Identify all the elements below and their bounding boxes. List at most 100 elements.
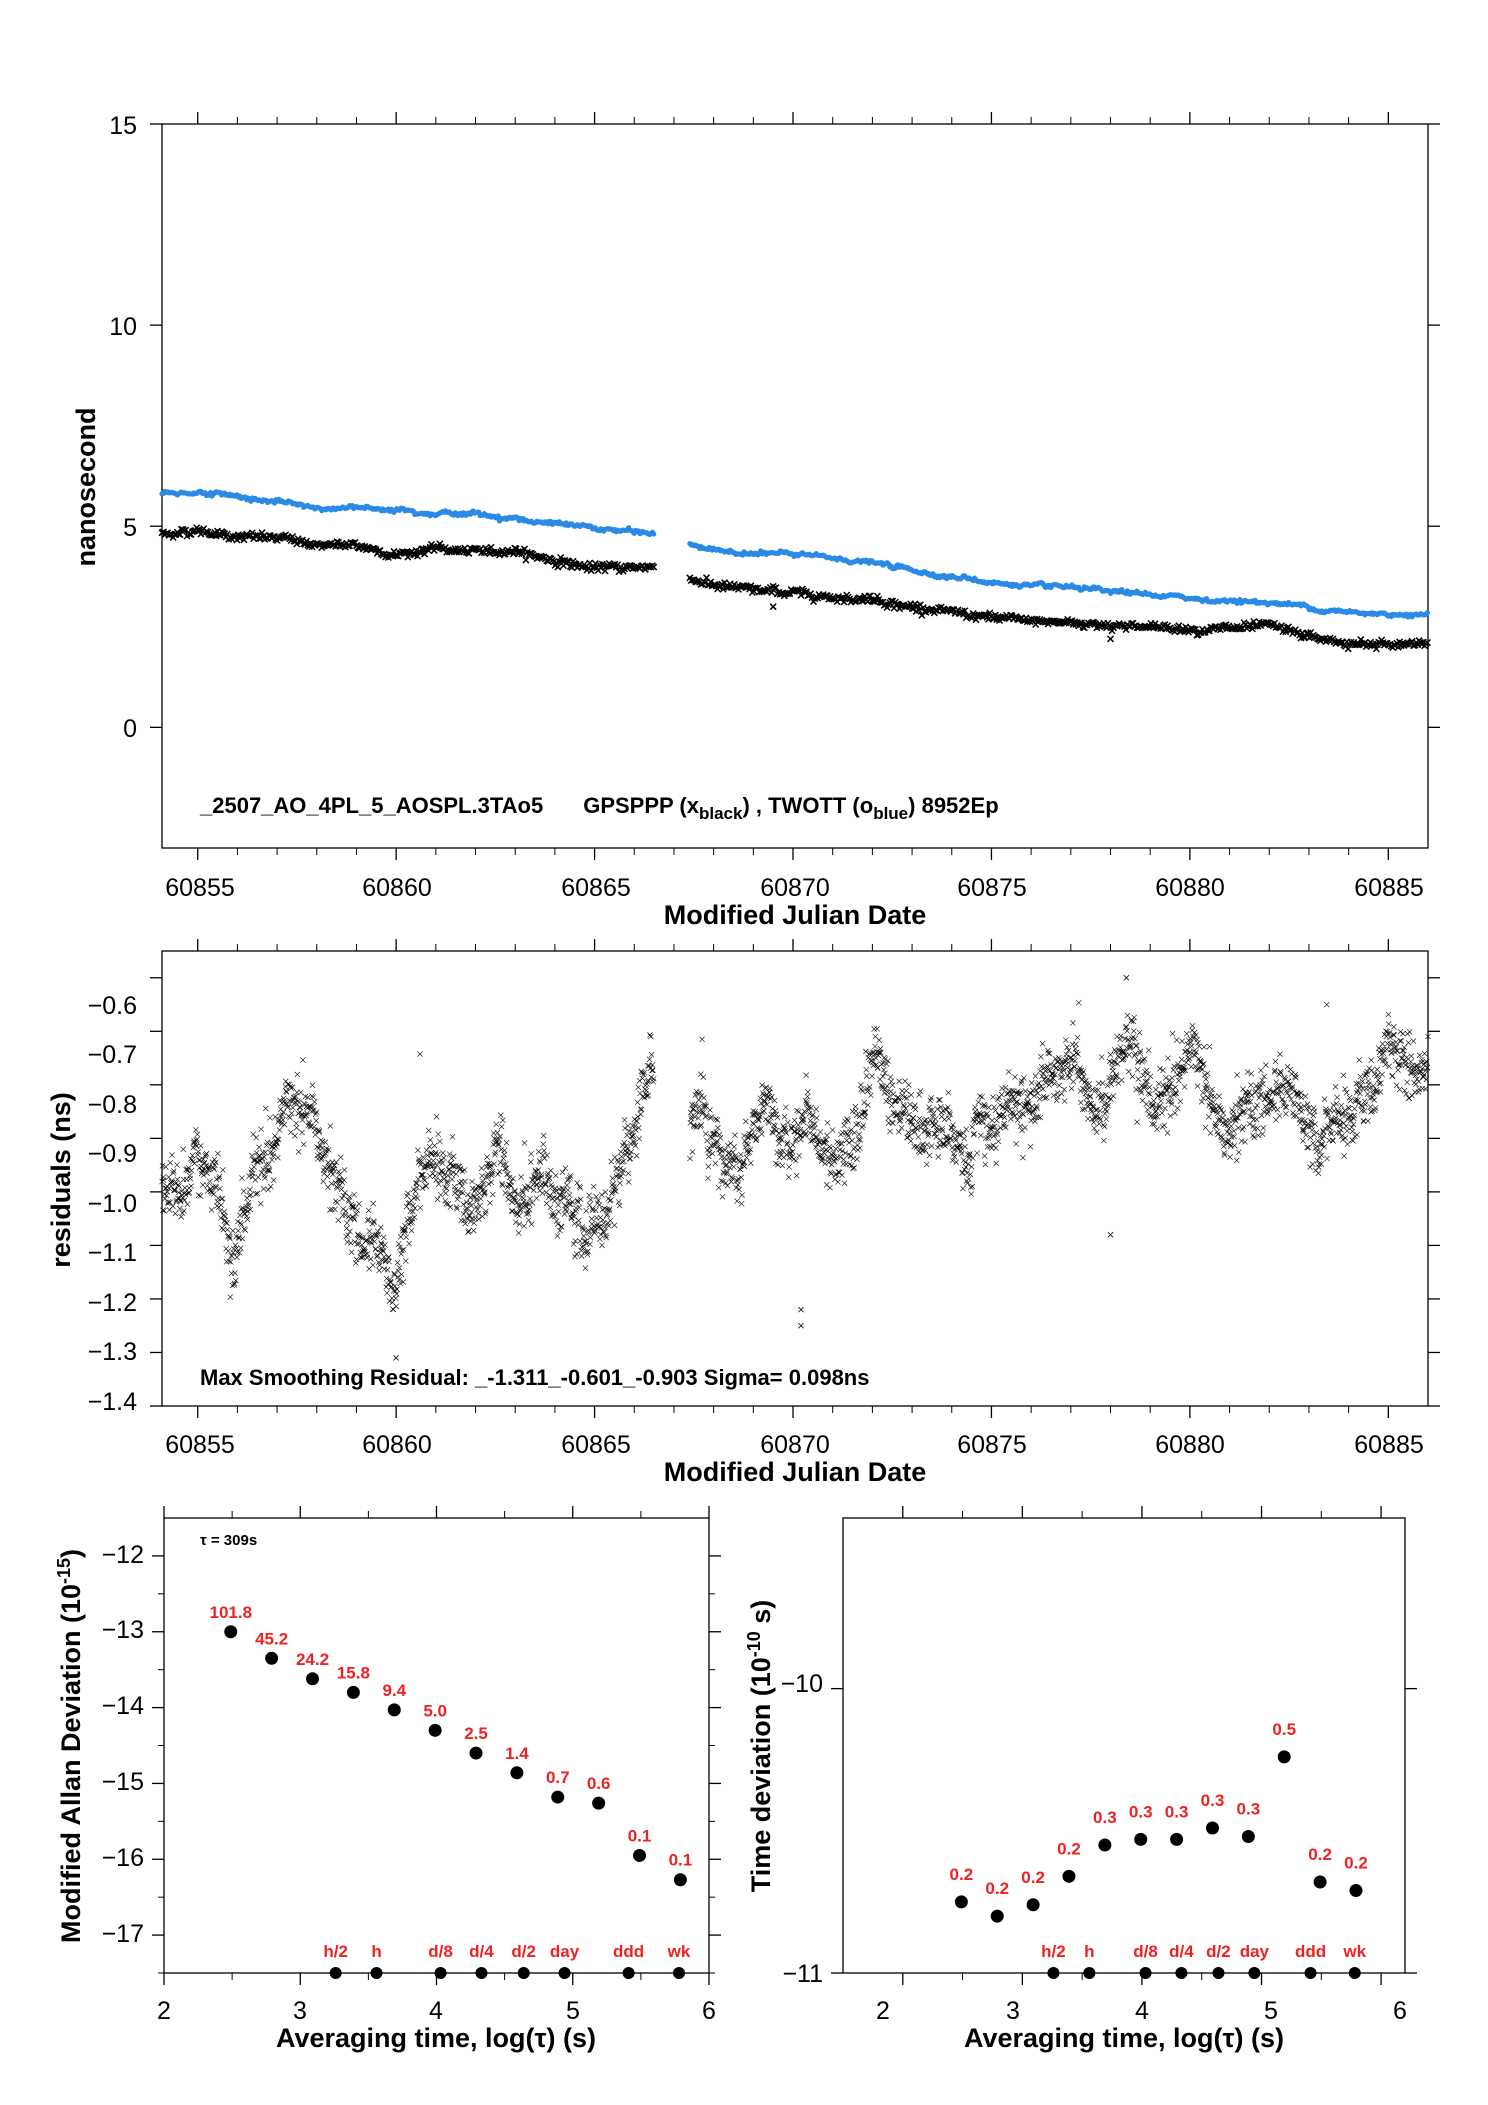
p2-point [650, 1067, 656, 1074]
p2-point [342, 1208, 349, 1214]
p2-point [637, 1111, 644, 1118]
p2-point [465, 1191, 471, 1198]
p2-point [932, 1116, 939, 1122]
p2-point [469, 1178, 475, 1185]
p3-ytick-12: −12 [102, 1541, 144, 1569]
p2-point [617, 1149, 624, 1155]
p2-point [783, 1104, 789, 1111]
p4-y-axis-label-end: s) [746, 1600, 776, 1632]
p2-point [1308, 1118, 1314, 1125]
p2-point [616, 1202, 623, 1209]
p2-point [377, 1224, 384, 1231]
p2-point [884, 1089, 891, 1096]
p2-point [1323, 1001, 1330, 1008]
p2-point [646, 1056, 653, 1063]
p2-point [265, 1161, 272, 1168]
p1-y-axis-label: nanosecond [71, 407, 101, 566]
p2-point [1037, 1114, 1044, 1121]
p2-point [1131, 1014, 1137, 1021]
p3-point [592, 1796, 606, 1810]
p2-point [510, 1175, 516, 1182]
p2-point [1146, 1084, 1153, 1091]
p2-point [384, 1267, 391, 1273]
p1-xtick-60865: 60865 [561, 874, 631, 902]
p1-point-black [797, 591, 805, 599]
p2-point [979, 1094, 985, 1100]
p2-point [910, 1115, 917, 1121]
p2-point [495, 1171, 501, 1177]
p2-point [178, 1213, 184, 1220]
p2-point [767, 1095, 774, 1102]
p2-point [456, 1179, 463, 1186]
p3-tickmarks [152, 1506, 721, 1985]
p2-point [736, 1186, 742, 1193]
p1-point-black [487, 543, 495, 551]
p2-point [500, 1117, 506, 1124]
p2-point [705, 1163, 712, 1170]
p2-point [525, 1217, 532, 1223]
p2-point [743, 1140, 750, 1147]
p2-point [518, 1174, 525, 1180]
p4-point [1134, 1832, 1148, 1846]
p2-point [272, 1114, 279, 1120]
p2-point [265, 1186, 272, 1193]
p2-point [1162, 1105, 1168, 1112]
p2-point [1070, 1020, 1076, 1026]
p2-point [960, 1185, 966, 1192]
p3-marker-label: h [371, 1942, 381, 1961]
p2-point [598, 1192, 605, 1198]
p2-point [1096, 1114, 1103, 1121]
p2-point [1169, 1075, 1175, 1081]
p2-point [244, 1216, 251, 1223]
p2-point [296, 1104, 303, 1110]
p1-point-black [289, 532, 297, 541]
p2-point [647, 1032, 653, 1038]
p2-point [1061, 1098, 1068, 1105]
p2-point [591, 1230, 598, 1236]
p3-tau-note: τ = 309s [200, 1532, 257, 1549]
p2-point [527, 1159, 534, 1165]
p2-point [886, 1097, 893, 1104]
p2-point [861, 1099, 867, 1106]
p2-point [1186, 1055, 1193, 1062]
p2-point [1022, 1088, 1029, 1094]
p2-point [978, 1132, 984, 1139]
p2-point [983, 1135, 989, 1142]
p2-point [484, 1154, 490, 1160]
p2-point [1269, 1103, 1275, 1109]
p2-point [1103, 1116, 1110, 1122]
p2-point [263, 1161, 269, 1168]
p2-point [607, 1217, 614, 1224]
p2-point [586, 1192, 592, 1199]
p1-point-black [1111, 621, 1119, 629]
p2-point [574, 1180, 580, 1186]
p2-point [1098, 1054, 1105, 1060]
p2-point [900, 1110, 906, 1117]
p1-point-blue [651, 531, 657, 537]
p2-point [702, 1131, 709, 1137]
p2-point [734, 1198, 740, 1204]
p2-point [1056, 1082, 1062, 1089]
p2-point [1315, 1170, 1322, 1177]
p2-point [752, 1132, 758, 1139]
p4-marker-label: d/4 [1169, 1942, 1194, 1961]
p2-ytick-3: −0.9 [88, 1140, 137, 1168]
p2-point [460, 1211, 467, 1217]
p2-point [893, 1112, 900, 1119]
p2-point [1422, 1059, 1428, 1066]
p2-point [1240, 1086, 1246, 1092]
p4-point-label: 0.2 [985, 1879, 1009, 1898]
p2-point [1008, 1116, 1014, 1122]
p2-point [699, 1036, 705, 1043]
p2-point [1107, 1051, 1114, 1058]
p2-point [1132, 1050, 1139, 1057]
p2-point [1131, 1052, 1138, 1059]
p2-point [220, 1167, 226, 1173]
p2-point [951, 1130, 957, 1137]
p2-point [1406, 1095, 1413, 1101]
p2-point [1068, 1085, 1075, 1092]
p2-point [863, 1073, 870, 1079]
p2-point [969, 1183, 976, 1190]
p1-point-black [893, 600, 901, 608]
p3-x-axis-label: Averaging time, log(τ) (s) [276, 2023, 596, 2053]
